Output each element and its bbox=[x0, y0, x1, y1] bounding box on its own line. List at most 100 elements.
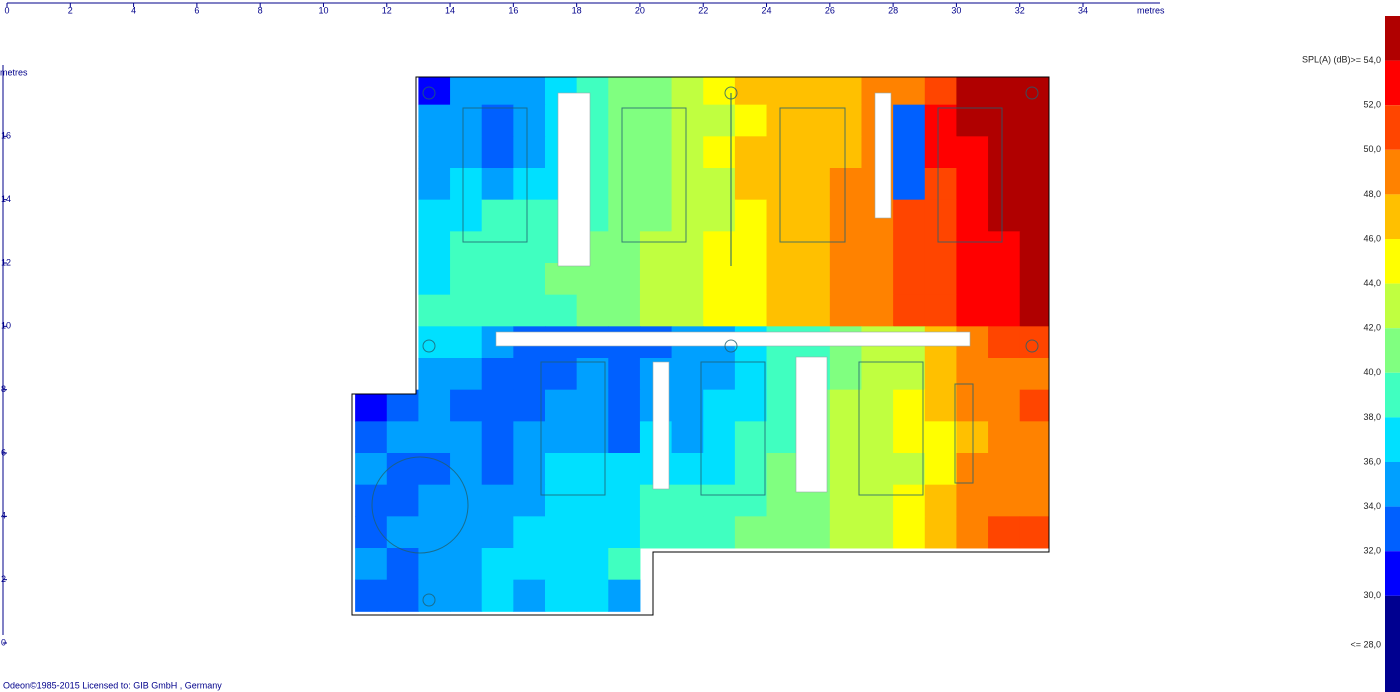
cell bbox=[734, 294, 768, 327]
cell bbox=[1019, 263, 1049, 296]
cell bbox=[545, 484, 578, 517]
cell bbox=[1019, 77, 1049, 106]
cell bbox=[829, 231, 862, 264]
cell bbox=[829, 516, 862, 549]
cell bbox=[924, 168, 957, 201]
cell bbox=[924, 231, 957, 264]
cell bbox=[608, 516, 641, 549]
colorbar-label: 38,0 bbox=[1363, 412, 1381, 422]
cell bbox=[481, 77, 514, 106]
cell bbox=[988, 358, 1021, 391]
cell bbox=[988, 516, 1021, 549]
cell bbox=[861, 453, 894, 486]
cell bbox=[798, 231, 831, 264]
cell bbox=[861, 421, 894, 454]
colorbar-segment bbox=[1385, 462, 1400, 507]
cell bbox=[671, 199, 704, 232]
cell bbox=[734, 199, 768, 232]
colorbar-segment bbox=[1385, 283, 1400, 329]
cell bbox=[703, 516, 736, 549]
y-tick-label: 10 bbox=[1, 321, 11, 331]
cell bbox=[418, 358, 451, 391]
cell bbox=[924, 294, 957, 327]
cell bbox=[513, 516, 546, 549]
cell bbox=[1019, 199, 1049, 232]
cell bbox=[861, 263, 894, 296]
cell bbox=[893, 231, 926, 264]
cell bbox=[386, 548, 419, 581]
colorbar-label: 48,0 bbox=[1363, 189, 1381, 199]
cell bbox=[576, 548, 609, 581]
cell bbox=[355, 421, 388, 454]
colorbar-segment bbox=[1385, 372, 1400, 418]
cell bbox=[956, 136, 989, 169]
cell bbox=[956, 453, 989, 486]
cell bbox=[988, 231, 1021, 264]
cell bbox=[608, 389, 641, 422]
cell bbox=[924, 358, 957, 391]
cell bbox=[703, 199, 736, 232]
cell bbox=[608, 484, 641, 517]
cell bbox=[766, 389, 799, 422]
desk bbox=[874, 92, 892, 219]
cell bbox=[829, 484, 862, 517]
cell bbox=[639, 516, 673, 549]
cell bbox=[734, 516, 768, 549]
cell bbox=[608, 421, 641, 454]
cell bbox=[639, 77, 673, 106]
colorbar-label: 34,0 bbox=[1363, 501, 1381, 511]
cell bbox=[450, 199, 483, 232]
cell bbox=[1019, 231, 1049, 264]
cell bbox=[956, 199, 989, 232]
cell bbox=[608, 231, 641, 264]
cell bbox=[988, 199, 1021, 232]
x-tick-label: 16 bbox=[508, 5, 518, 15]
cell bbox=[956, 421, 989, 454]
cell bbox=[798, 294, 831, 327]
cell bbox=[924, 516, 957, 549]
cell bbox=[513, 453, 546, 486]
partition bbox=[495, 331, 971, 347]
cell bbox=[861, 231, 894, 264]
cell bbox=[576, 358, 609, 391]
cell bbox=[829, 104, 862, 137]
cell bbox=[956, 389, 989, 422]
cell bbox=[924, 263, 957, 296]
cell bbox=[861, 516, 894, 549]
cell bbox=[450, 484, 483, 517]
cell bbox=[450, 421, 483, 454]
cell bbox=[639, 136, 673, 169]
cell bbox=[1019, 168, 1049, 201]
cell bbox=[418, 484, 451, 517]
cell bbox=[956, 484, 989, 517]
y-tick-label: 16 bbox=[1, 131, 11, 141]
colorbar-label: <= 28,0 bbox=[1350, 639, 1381, 649]
cell bbox=[576, 421, 609, 454]
cell bbox=[513, 484, 546, 517]
cell bbox=[576, 453, 609, 486]
cell bbox=[703, 168, 736, 201]
cell bbox=[513, 548, 546, 581]
cell bbox=[545, 294, 578, 327]
cell bbox=[893, 294, 926, 327]
cell bbox=[513, 421, 546, 454]
cell bbox=[1019, 294, 1049, 327]
x-tick-label: 24 bbox=[762, 5, 772, 15]
cell bbox=[418, 421, 451, 454]
cell bbox=[734, 358, 768, 391]
cell bbox=[703, 389, 736, 422]
x-tick-label: 6 bbox=[194, 5, 199, 15]
cell bbox=[829, 136, 862, 169]
column bbox=[724, 339, 738, 353]
x-tick-label: 14 bbox=[445, 5, 455, 15]
cell bbox=[734, 484, 768, 517]
round-table bbox=[371, 456, 469, 554]
cell bbox=[418, 231, 451, 264]
x-tick-label: 4 bbox=[131, 5, 136, 15]
cell bbox=[513, 358, 546, 391]
cell bbox=[798, 199, 831, 232]
cell bbox=[481, 516, 514, 549]
cell bbox=[766, 484, 799, 517]
cell bbox=[703, 484, 736, 517]
